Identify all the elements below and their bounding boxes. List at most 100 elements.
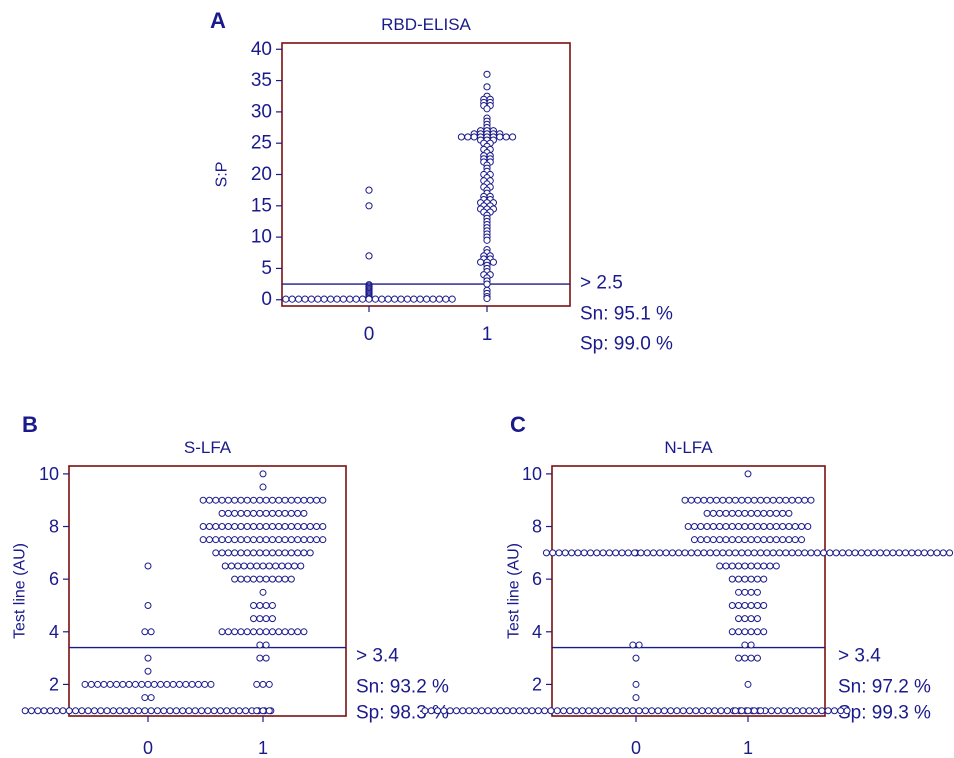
- data-point: [747, 654, 755, 662]
- data-point: [779, 523, 787, 531]
- data-point: [728, 536, 736, 544]
- data-point: [281, 536, 289, 544]
- data-point: [779, 536, 787, 544]
- data-point: [268, 509, 276, 517]
- data-point: [753, 615, 761, 623]
- data-point: [908, 549, 916, 557]
- data-point: [256, 536, 264, 544]
- data-point: [483, 83, 491, 91]
- data-point: [144, 562, 152, 570]
- data-point: [716, 509, 724, 517]
- data-point: [391, 295, 399, 303]
- data-point: [243, 628, 251, 636]
- y-tick-label: 6: [532, 569, 542, 589]
- data-point: [632, 654, 640, 662]
- data-point: [801, 496, 809, 504]
- data-point: [256, 641, 264, 649]
- data-point: [157, 680, 165, 688]
- panel-b: B S-LFA Test line (AU) 2 4 6 8 10 0 1 > 3.4 Sn: 93.…: [12, 412, 450, 758]
- data-point: [837, 707, 845, 715]
- data-point: [776, 549, 783, 557]
- data-point: [572, 707, 580, 715]
- data-point: [319, 496, 327, 504]
- data-point: [490, 707, 498, 715]
- data-point: [281, 496, 289, 504]
- data-point: [300, 628, 308, 636]
- data-point: [59, 707, 67, 715]
- data-point: [287, 575, 295, 583]
- data-point: [703, 536, 711, 544]
- data-point: [81, 680, 89, 688]
- data-point: [728, 601, 736, 609]
- data-point: [744, 549, 752, 557]
- data-point: [509, 707, 517, 715]
- data-point: [459, 707, 467, 715]
- data-point: [839, 549, 846, 557]
- data-point: [753, 601, 761, 609]
- data-point: [262, 628, 270, 636]
- data-point: [706, 549, 714, 557]
- data-point: [654, 707, 662, 715]
- data-point: [262, 549, 270, 557]
- data-point: [744, 707, 752, 715]
- data-point: [793, 707, 801, 715]
- data-point: [735, 601, 743, 609]
- data-point: [690, 536, 698, 544]
- data-point: [147, 628, 155, 636]
- data-point: [250, 496, 258, 504]
- data-point: [53, 707, 61, 715]
- data-point: [144, 667, 152, 675]
- data-point: [256, 628, 264, 636]
- data-point: [452, 707, 460, 715]
- data-point: [259, 680, 267, 688]
- data-point: [750, 549, 758, 557]
- data-point: [250, 536, 258, 544]
- data-point: [223, 707, 231, 715]
- data-point: [84, 707, 92, 715]
- data-point: [275, 496, 283, 504]
- data-point: [218, 509, 226, 517]
- data-point: [767, 707, 775, 715]
- data-point: [201, 680, 209, 688]
- data-point: [46, 707, 54, 715]
- data-point: [772, 509, 780, 517]
- data-point: [750, 707, 758, 715]
- data-point: [365, 202, 373, 210]
- data-point: [262, 654, 270, 662]
- data-point: [275, 509, 283, 517]
- data-point: [753, 523, 761, 531]
- y-tick-label: 2: [532, 674, 542, 694]
- data-point: [339, 295, 347, 303]
- panel-c: C N-LFA Test line (AU) 2 4 6 8 10 0 1 > 3.4 Sn: 97.…: [421, 412, 954, 758]
- annotation: Sp: 99.3 %: [838, 703, 931, 724]
- data-point: [218, 536, 226, 544]
- annotation: > 2.5: [580, 273, 623, 294]
- data-point: [757, 549, 765, 557]
- data-point: [287, 496, 295, 504]
- data-point: [307, 295, 315, 303]
- data-point: [243, 549, 251, 557]
- data-point: [804, 523, 812, 531]
- data-point: [723, 707, 731, 715]
- data-point: [728, 628, 736, 636]
- data-point: [690, 523, 698, 531]
- data-point: [224, 536, 232, 544]
- data-point: [250, 615, 258, 623]
- data-point: [741, 601, 749, 609]
- data-point: [313, 536, 321, 544]
- data-point: [224, 628, 232, 636]
- data-point: [224, 509, 232, 517]
- y-axis-label: Test line (AU): [506, 543, 523, 639]
- data-point: [306, 523, 314, 531]
- data-point: [207, 680, 215, 688]
- data-point: [713, 549, 720, 557]
- data-point: [218, 496, 226, 504]
- data-point: [268, 575, 276, 583]
- data-point: [234, 562, 242, 570]
- data-point: [722, 562, 730, 570]
- data-point: [141, 707, 149, 715]
- data-point: [403, 295, 411, 303]
- data-point: [182, 680, 190, 688]
- data-point: [522, 707, 530, 715]
- data-point: [650, 549, 657, 557]
